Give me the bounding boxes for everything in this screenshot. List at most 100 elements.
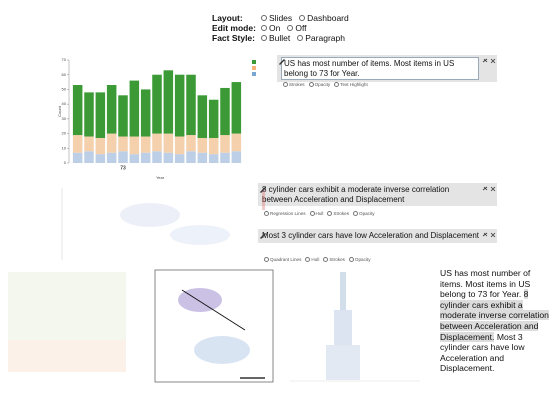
chips: Strokes Opacity Text Highlight (283, 82, 372, 87)
bar-segment (174, 74, 185, 137)
point-cloud (178, 288, 222, 312)
control-row: Edit mode: On Off (212, 23, 353, 33)
bar-segment (186, 135, 196, 152)
radio-label[interactable]: Off (295, 23, 307, 33)
faded-scatter (61, 188, 265, 260)
bar-segment (231, 133, 242, 152)
radio-label[interactable]: Dashboard (307, 13, 349, 23)
bar-segment (106, 152, 117, 163)
radio-label[interactable]: Paragraph (305, 33, 345, 43)
fact-text[interactable]: Most 3 cylinder cars have low Accelerati… (262, 231, 479, 240)
chip[interactable]: Quadrant Lines (264, 257, 301, 262)
chip[interactable]: Text Highlight (334, 82, 368, 87)
bar-segment (163, 70, 174, 134)
bar-segment (220, 152, 230, 163)
bar-segment (208, 99, 219, 138)
y-tick-label: 70 (62, 57, 67, 62)
radio[interactable] (299, 15, 306, 21)
bar-segment (163, 152, 174, 163)
point-cloud (170, 225, 230, 245)
bar-segment (152, 74, 162, 134)
bar-segment (140, 152, 151, 163)
bar-segment (231, 151, 242, 163)
legend (252, 60, 256, 76)
chip[interactable]: Regression Lines (264, 211, 306, 216)
x-axis-label: Year (156, 175, 165, 180)
fact-card[interactable]: US has most number of items. Most items … (277, 55, 497, 82)
y-tick-label: 0 (64, 160, 67, 165)
fact-card[interactable]: Most 3 cylinder cars have low Accelerati… (258, 229, 497, 243)
summary: US has most number of items. Most items … (440, 268, 550, 374)
chip[interactable]: Strokes (327, 211, 349, 216)
y-tick-label: 20 (62, 131, 67, 136)
chip[interactable]: Hull (310, 211, 324, 216)
control-label: Fact Style: (212, 33, 255, 43)
bar-segment (95, 154, 106, 163)
hist-bar (334, 310, 352, 380)
bar-segment (72, 135, 83, 153)
bar-segment (95, 137, 106, 155)
bar-segment (163, 133, 174, 153)
radio[interactable] (261, 15, 267, 21)
y-tick-label: 50 (62, 86, 67, 91)
point-cloud (120, 203, 180, 227)
radio-label[interactable]: On (269, 23, 281, 33)
control-row: Fact Style: Bullet Paragraph (212, 33, 353, 43)
bar-segment (208, 137, 219, 155)
chip[interactable]: Opacity (309, 82, 331, 87)
radio-label[interactable]: Bullet (269, 33, 291, 43)
y-axis-label: Count (57, 105, 62, 117)
bar-segment (95, 92, 106, 138)
legend-swatch (252, 60, 256, 64)
fact-text[interactable]: US has most number of items. Most items … (281, 57, 479, 80)
bar-segment (106, 133, 117, 153)
controls: Layout: Slides Dashboard Edit mode: On Off Fac… (212, 13, 353, 43)
fact-card[interactable]: 8 cylinder cars exhibit a moderate inver… (258, 183, 497, 206)
bar-segment (186, 74, 196, 136)
radio[interactable] (261, 35, 267, 41)
chip[interactable]: Strokes (323, 257, 345, 262)
point-cloud (194, 336, 250, 364)
bar-segment (84, 136, 94, 152)
bar-segment (231, 82, 242, 134)
x-tick-label: 73 (120, 165, 126, 171)
histogram (290, 272, 420, 382)
legend-swatch (252, 72, 256, 76)
chip[interactable]: Hull (305, 257, 319, 262)
hist-bar (326, 345, 360, 380)
radio-label[interactable]: Slides (269, 13, 293, 23)
bar-segment (118, 95, 128, 137)
y-tick-label: 40 (62, 101, 67, 106)
bar-segment (152, 133, 162, 152)
bar-segment (197, 95, 208, 138)
summary-sentence: US has most number of items. Most items … (440, 268, 531, 300)
chips: Quadrant Lines Hull Strokes Opacity (264, 257, 375, 262)
bar-segment (106, 85, 117, 134)
bar-segment (208, 154, 219, 163)
scatter-chart (154, 269, 274, 383)
chips: Regression Lines Hull Strokes Opacity (264, 211, 379, 216)
chip[interactable]: Strokes (283, 82, 305, 87)
control-label: Edit mode: (212, 23, 256, 33)
radio[interactable] (261, 25, 267, 31)
control-label: Layout: (212, 13, 243, 23)
bar-segment (118, 136, 128, 152)
chip[interactable]: Opacity (349, 257, 371, 262)
area (8, 340, 126, 372)
bar-segment (186, 151, 196, 163)
bar-segment (84, 151, 94, 163)
bar-segment (152, 151, 162, 163)
bar-segment (84, 92, 94, 137)
area (8, 272, 126, 372)
bar-segment (140, 136, 151, 153)
hist-bar (340, 272, 346, 380)
bar-segment (174, 136, 185, 155)
radio[interactable] (287, 25, 294, 31)
chip[interactable]: Opacity (353, 211, 375, 216)
bar-segment (129, 80, 140, 137)
radio[interactable] (297, 35, 304, 41)
bar-segment (174, 154, 185, 163)
y-tick-label: 30 (62, 116, 67, 121)
fact-text[interactable]: 8 cylinder cars exhibit a moderate inver… (262, 185, 450, 204)
